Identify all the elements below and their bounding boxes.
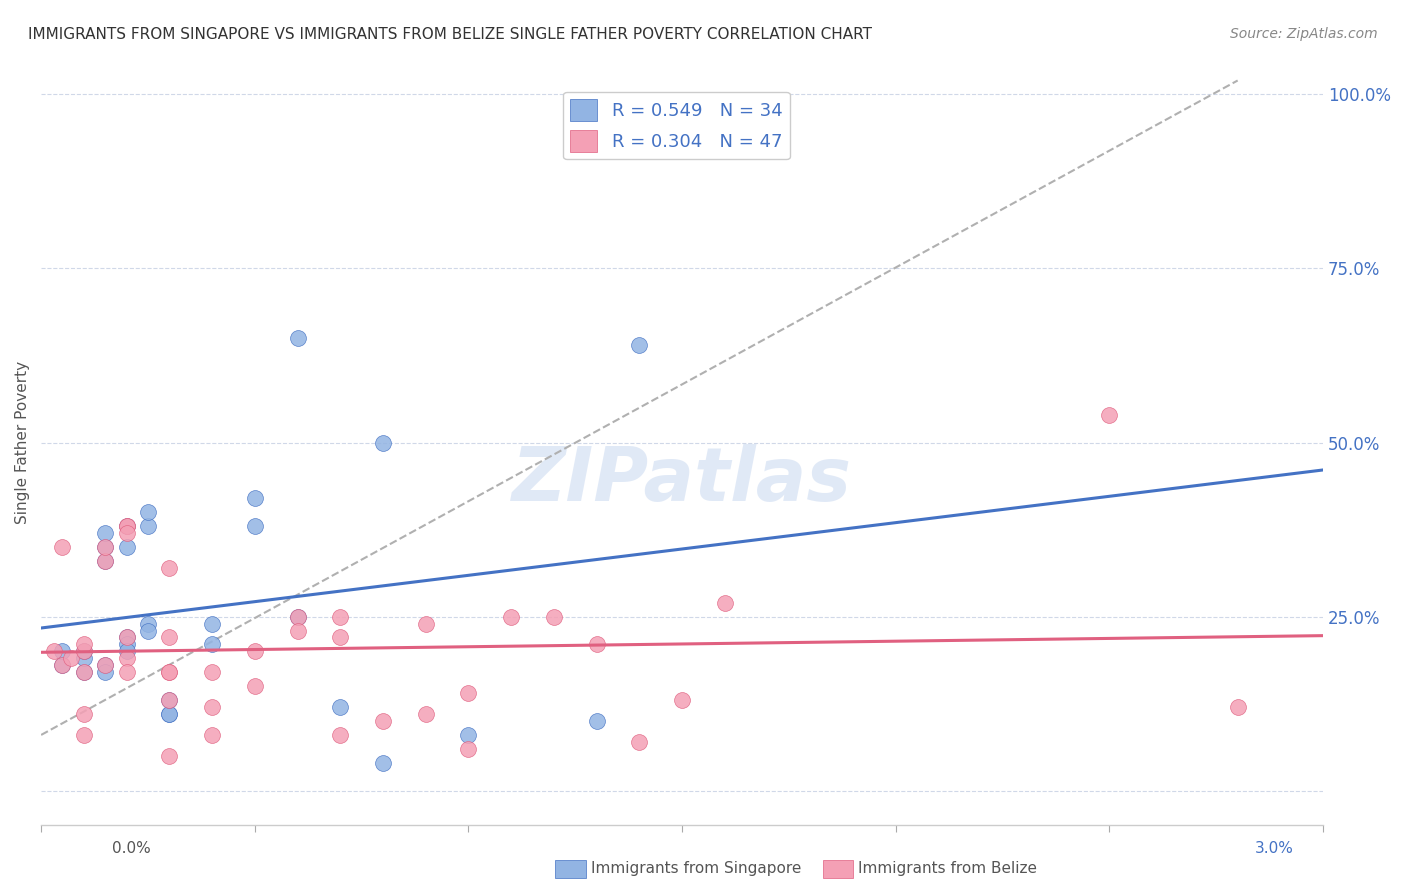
- Point: [60, 651, 83, 665]
- Point: [671, 693, 693, 707]
- Point: [371, 756, 394, 770]
- Point: [115, 644, 138, 658]
- Point: [73, 707, 96, 722]
- Point: [628, 735, 651, 749]
- Point: [201, 700, 224, 714]
- Text: IMMIGRANTS FROM SINGAPORE VS IMMIGRANTS FROM BELIZE SINGLE FATHER POVERTY CORREL: IMMIGRANTS FROM SINGAPORE VS IMMIGRANTS …: [28, 27, 872, 42]
- Point: [371, 435, 394, 450]
- Point: [115, 651, 138, 665]
- Point: [115, 665, 138, 680]
- Point: [94, 658, 117, 673]
- Point: [201, 616, 224, 631]
- Point: [243, 491, 266, 506]
- Point: [94, 540, 117, 554]
- Point: [115, 526, 138, 541]
- Point: [115, 637, 138, 651]
- Point: [157, 707, 180, 722]
- Point: [51, 644, 73, 658]
- Point: [73, 644, 96, 658]
- Point: [157, 693, 180, 707]
- Point: [329, 609, 352, 624]
- Text: Immigrants from Belize: Immigrants from Belize: [858, 862, 1036, 876]
- Point: [243, 644, 266, 658]
- Point: [51, 658, 73, 673]
- Point: [115, 519, 138, 533]
- Point: [287, 609, 309, 624]
- Point: [457, 728, 479, 742]
- Point: [201, 728, 224, 742]
- Legend: R = 0.549   N = 34, R = 0.304   N = 47: R = 0.549 N = 34, R = 0.304 N = 47: [562, 92, 790, 159]
- Point: [51, 540, 73, 554]
- Text: ZIPatlas: ZIPatlas: [512, 444, 852, 517]
- Point: [287, 609, 309, 624]
- Point: [157, 561, 180, 575]
- Point: [329, 631, 352, 645]
- Point: [501, 609, 523, 624]
- Text: Immigrants from Singapore: Immigrants from Singapore: [591, 862, 801, 876]
- Point: [115, 519, 138, 533]
- Point: [329, 700, 352, 714]
- Point: [157, 748, 180, 763]
- Point: [42, 644, 65, 658]
- Point: [1226, 700, 1249, 714]
- Point: [415, 707, 437, 722]
- Point: [94, 526, 117, 541]
- Point: [73, 651, 96, 665]
- Point: [243, 679, 266, 693]
- Point: [287, 624, 309, 638]
- Point: [415, 616, 437, 631]
- Point: [1098, 408, 1121, 422]
- Point: [94, 540, 117, 554]
- Point: [136, 505, 159, 519]
- Point: [73, 665, 96, 680]
- Point: [115, 519, 138, 533]
- Point: [136, 624, 159, 638]
- Point: [136, 519, 159, 533]
- Point: [115, 631, 138, 645]
- Point: [115, 540, 138, 554]
- Point: [94, 665, 117, 680]
- Point: [157, 665, 180, 680]
- Point: [157, 707, 180, 722]
- Point: [628, 338, 651, 352]
- Point: [201, 637, 224, 651]
- Point: [543, 609, 565, 624]
- Point: [585, 637, 607, 651]
- Point: [73, 665, 96, 680]
- Text: Source: ZipAtlas.com: Source: ZipAtlas.com: [1230, 27, 1378, 41]
- Point: [94, 658, 117, 673]
- Point: [243, 519, 266, 533]
- Point: [287, 331, 309, 345]
- Point: [201, 665, 224, 680]
- Point: [51, 658, 73, 673]
- Point: [94, 554, 117, 568]
- Point: [115, 631, 138, 645]
- Point: [157, 631, 180, 645]
- Point: [457, 742, 479, 756]
- Point: [157, 665, 180, 680]
- Point: [157, 693, 180, 707]
- Y-axis label: Single Father Poverty: Single Father Poverty: [15, 361, 30, 524]
- Text: 3.0%: 3.0%: [1254, 841, 1294, 856]
- Text: 0.0%: 0.0%: [112, 841, 152, 856]
- Point: [585, 714, 607, 728]
- Point: [94, 554, 117, 568]
- Point: [457, 686, 479, 700]
- Point: [73, 637, 96, 651]
- Point: [136, 616, 159, 631]
- Point: [329, 728, 352, 742]
- Point: [714, 596, 737, 610]
- Point: [73, 644, 96, 658]
- Point: [73, 728, 96, 742]
- Point: [371, 714, 394, 728]
